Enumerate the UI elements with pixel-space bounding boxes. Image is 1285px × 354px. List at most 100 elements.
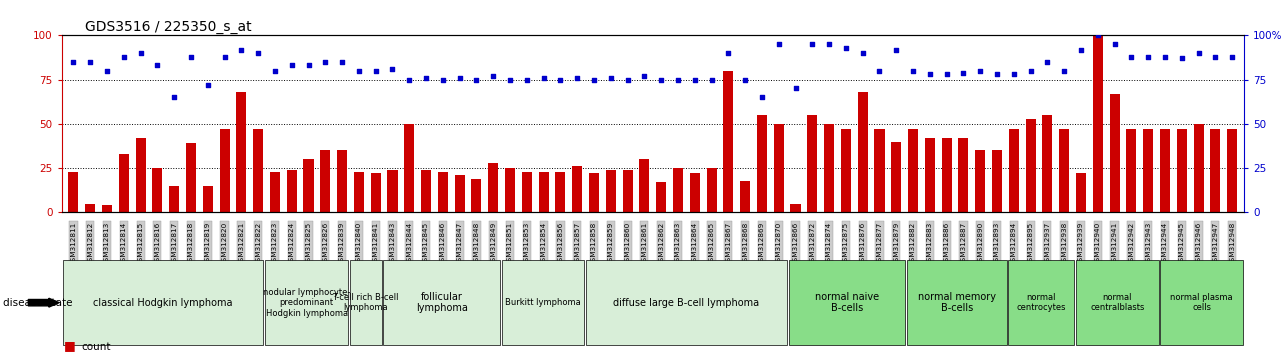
Point: [248, 50, 269, 56]
Bar: [605, 170, 616, 212]
Bar: [925, 138, 935, 212]
Text: ■: ■: [64, 339, 76, 352]
Text: normal plasma
cells: normal plasma cells: [1171, 293, 1234, 312]
Bar: [807, 115, 817, 212]
Point: [1037, 59, 1058, 65]
Point: [735, 77, 756, 82]
Bar: [303, 159, 314, 212]
Bar: [992, 150, 1002, 212]
Point: [819, 41, 839, 47]
Text: Burkitt lymphoma: Burkitt lymphoma: [505, 298, 581, 307]
Bar: [555, 172, 565, 212]
Bar: [572, 166, 582, 212]
Point: [852, 50, 873, 56]
Bar: [1009, 260, 1074, 345]
Bar: [1160, 260, 1243, 345]
Point: [869, 68, 889, 74]
Point: [583, 77, 604, 82]
Point: [1087, 33, 1108, 38]
Bar: [1227, 129, 1237, 212]
Point: [63, 59, 84, 65]
Point: [466, 77, 487, 82]
Bar: [68, 172, 78, 212]
Bar: [840, 129, 851, 212]
Bar: [353, 172, 364, 212]
Bar: [1042, 115, 1052, 212]
Bar: [707, 168, 717, 212]
Bar: [455, 175, 465, 212]
Text: nodular lymphocyte-
predominant
Hodgkin lymphoma: nodular lymphocyte- predominant Hodgkin …: [263, 288, 351, 318]
Point: [651, 77, 672, 82]
Bar: [640, 159, 649, 212]
Point: [835, 45, 856, 51]
Bar: [236, 92, 247, 212]
Point: [450, 75, 470, 81]
Point: [1205, 54, 1226, 59]
Point: [668, 77, 689, 82]
Text: diffuse large B-cell lymphoma: diffuse large B-cell lymphoma: [613, 298, 759, 308]
Point: [702, 77, 722, 82]
Bar: [942, 138, 952, 212]
Bar: [405, 124, 414, 212]
Point: [80, 59, 100, 65]
Point: [483, 73, 504, 79]
Bar: [907, 260, 1006, 345]
Bar: [875, 129, 884, 212]
Text: normal naive
B-cells: normal naive B-cells: [815, 292, 879, 314]
Bar: [1076, 173, 1086, 212]
Bar: [501, 260, 585, 345]
Point: [752, 95, 772, 100]
Point: [382, 66, 402, 72]
Point: [802, 41, 822, 47]
Text: normal
centralblasts: normal centralblasts: [1090, 293, 1145, 312]
Point: [315, 59, 335, 65]
Bar: [789, 260, 905, 345]
Point: [500, 77, 520, 82]
Bar: [253, 129, 263, 212]
Bar: [1092, 35, 1103, 212]
Bar: [589, 173, 599, 212]
Text: disease state: disease state: [3, 298, 72, 308]
Bar: [538, 172, 549, 212]
Bar: [622, 170, 632, 212]
Point: [953, 70, 974, 75]
Point: [517, 77, 537, 82]
Point: [416, 75, 437, 81]
Point: [164, 95, 185, 100]
Bar: [63, 260, 263, 345]
Bar: [270, 172, 280, 212]
Bar: [203, 186, 213, 212]
Bar: [85, 204, 95, 212]
Bar: [824, 124, 834, 212]
Bar: [975, 150, 986, 212]
Bar: [370, 173, 380, 212]
Bar: [1009, 129, 1019, 212]
Point: [1054, 68, 1074, 74]
Bar: [1160, 129, 1171, 212]
Point: [785, 86, 806, 91]
Bar: [774, 124, 784, 212]
Text: count: count: [81, 342, 111, 352]
Point: [937, 72, 957, 77]
Point: [265, 68, 285, 74]
Point: [718, 50, 739, 56]
Point: [903, 68, 924, 74]
Point: [1139, 54, 1159, 59]
Text: GDS3516 / 225350_s_at: GDS3516 / 225350_s_at: [85, 21, 252, 34]
Bar: [1127, 129, 1136, 212]
Point: [987, 72, 1007, 77]
Bar: [1025, 119, 1036, 212]
Point: [1121, 54, 1141, 59]
Point: [1189, 50, 1209, 56]
Bar: [220, 129, 230, 212]
Point: [1104, 41, 1124, 47]
Point: [768, 41, 789, 47]
Bar: [186, 143, 197, 212]
Point: [1222, 54, 1243, 59]
Bar: [170, 186, 179, 212]
Bar: [522, 172, 532, 212]
Bar: [740, 181, 750, 212]
Bar: [388, 170, 397, 212]
Bar: [908, 129, 917, 212]
Bar: [690, 173, 700, 212]
